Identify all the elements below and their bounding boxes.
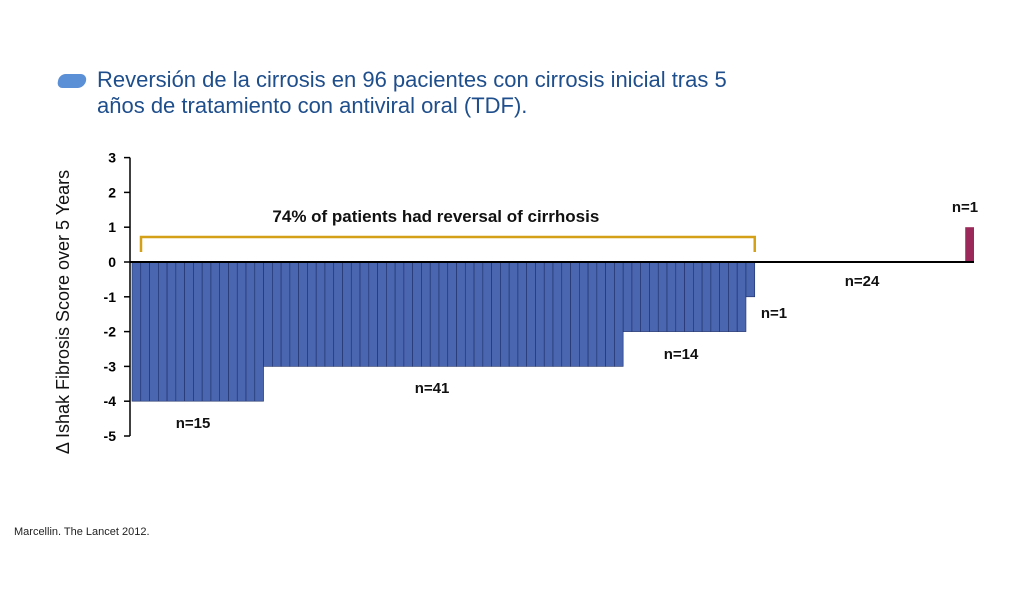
- bar-48: [543, 261, 554, 367]
- group-label-2: n=41: [415, 380, 450, 397]
- bar-35: [429, 261, 440, 367]
- bar-66: [701, 261, 712, 332]
- title-line-2: años de tratamiento con antiviral oral (…: [97, 93, 528, 118]
- bar-31: [394, 261, 405, 367]
- slide-title: Reversión de la cirrosis en 96 pacientes…: [97, 67, 971, 119]
- bar-36: [438, 261, 449, 367]
- bar-20: [298, 261, 308, 367]
- y-axis-label: Δ Ishak Fibrosis Score over 5 Years: [53, 170, 73, 454]
- bar-51: [570, 261, 580, 367]
- bar-27: [359, 261, 370, 367]
- bar-96: [965, 227, 974, 262]
- bar-14: [245, 261, 256, 402]
- bar-60: [649, 261, 659, 332]
- bar-28: [368, 261, 378, 367]
- bar-33: [412, 261, 422, 367]
- bar-42: [491, 261, 501, 367]
- group-label-1: n=15: [176, 415, 211, 432]
- y-tick-label: 1: [108, 219, 116, 235]
- bar-10: [210, 261, 221, 402]
- bar-22: [315, 261, 326, 367]
- bar-19: [289, 261, 299, 367]
- y-tick-label: 2: [108, 184, 116, 200]
- reversal-bracket: [139, 235, 756, 252]
- bar-58: [631, 261, 642, 332]
- bar-64: [684, 261, 694, 332]
- bar-46: [526, 261, 536, 367]
- group-label-4: n=1: [761, 305, 787, 322]
- y-tick-label: 3: [108, 150, 116, 166]
- bar-6: [175, 261, 185, 402]
- y-tick-label: -1: [104, 289, 117, 305]
- reversal-annotation: 74% of patients had reversal of cirrhosi…: [139, 207, 756, 252]
- bar-45: [517, 261, 527, 367]
- bar-56: [614, 261, 624, 367]
- bar-15: [254, 261, 264, 402]
- bar-5: [166, 261, 177, 402]
- bar-1: [131, 261, 142, 402]
- bar-63: [675, 261, 685, 332]
- bar-69: [728, 261, 738, 332]
- bar-40: [473, 261, 484, 367]
- bar-44: [508, 261, 519, 367]
- bar-3: [149, 261, 159, 402]
- y-tick-label: -5: [104, 428, 117, 444]
- bars-layer: [131, 227, 974, 402]
- y-tick-label: -2: [104, 324, 117, 340]
- bar-68: [719, 261, 729, 332]
- bar-25: [342, 261, 352, 367]
- bar-53: [587, 261, 598, 367]
- bar-55: [605, 261, 615, 367]
- group-label-6: n=1: [952, 199, 978, 216]
- bar-39: [464, 261, 475, 367]
- bar-71: [745, 261, 756, 298]
- bar-34: [421, 261, 431, 367]
- bar-37: [447, 261, 457, 367]
- bar-11: [219, 261, 229, 402]
- bar-12: [228, 261, 238, 402]
- bar-26: [350, 261, 361, 367]
- bar-57: [622, 261, 633, 332]
- citation: Marcellin. The Lancet 2012.: [14, 526, 150, 538]
- y-tick-label: -4: [104, 393, 117, 409]
- group-label-3: n=14: [664, 346, 699, 363]
- bar-43: [500, 261, 510, 367]
- bar-50: [561, 261, 571, 367]
- y-axis: 3 2 1 0 -1 -2 -3 -4 -5 Δ Ishak Fibrosis Score ove…: [53, 150, 974, 454]
- bar-18: [280, 261, 291, 367]
- annotation-text: 74% of patients had reversal of cirrhosi…: [272, 207, 599, 226]
- bar-49: [552, 261, 563, 367]
- bar-41: [482, 261, 492, 367]
- bar-2: [140, 261, 150, 402]
- bar-32: [403, 261, 413, 367]
- bar-59: [640, 261, 650, 332]
- y-tick-label: -3: [104, 358, 117, 374]
- bar-29: [377, 261, 387, 367]
- bar-61: [657, 261, 668, 332]
- bar-47: [535, 261, 545, 367]
- bar-8: [193, 261, 203, 402]
- bar-9: [201, 261, 212, 402]
- bar-30: [386, 261, 396, 367]
- bar-7: [184, 261, 194, 402]
- title-line-1: Reversión de la cirrosis en 96 pacientes…: [97, 67, 727, 92]
- group-label-5: n=24: [845, 273, 880, 290]
- bar-38: [456, 261, 466, 367]
- bar-17: [272, 261, 282, 367]
- bar-52: [579, 261, 589, 367]
- bar-70: [736, 261, 747, 332]
- bar-67: [710, 261, 720, 332]
- bar-13: [236, 261, 247, 402]
- bar-24: [333, 261, 343, 367]
- y-tick-label: 0: [108, 254, 116, 270]
- bar-16: [263, 261, 273, 367]
- bar-21: [307, 261, 317, 367]
- bar-23: [324, 261, 335, 367]
- bar-54: [596, 261, 606, 367]
- group-labels: n=15 n=41 n=14 n=1 n=24 n=1: [176, 199, 978, 432]
- bar-4: [158, 261, 168, 402]
- bar-65: [693, 261, 703, 332]
- bar-62: [666, 261, 677, 332]
